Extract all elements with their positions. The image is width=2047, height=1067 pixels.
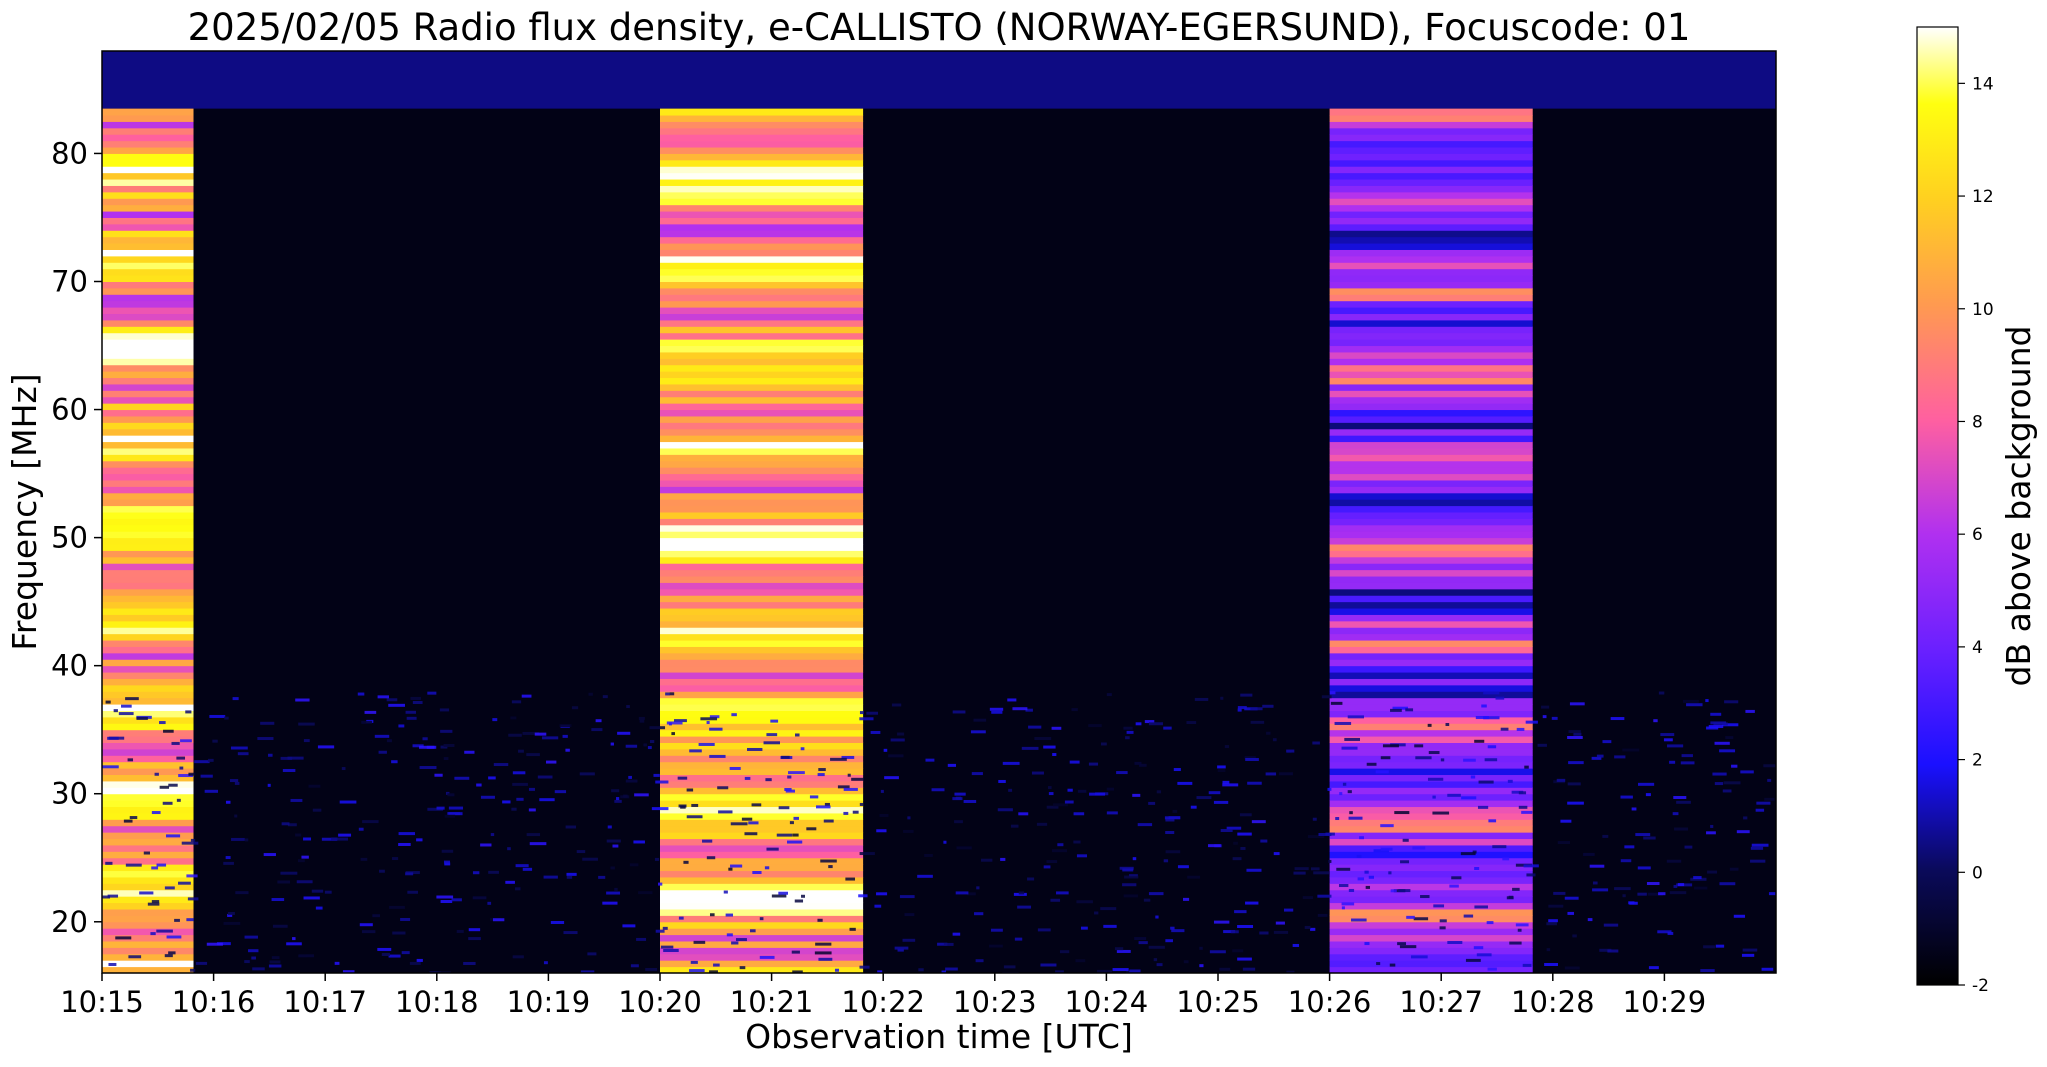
- x-tick-label: 10:15: [60, 985, 144, 1019]
- y-tick-label: 30: [51, 777, 88, 811]
- spectrogram-heatmap: [102, 51, 1776, 973]
- y-tick-label: 80: [51, 136, 88, 170]
- heatmap-band-top: [102, 51, 1776, 109]
- x-tick-label: 10:26: [1288, 985, 1372, 1019]
- x-tick-label: 10:19: [507, 985, 591, 1019]
- x-tick-label: 10:23: [953, 985, 1037, 1019]
- x-axis-label: Observation time [UTC]: [745, 1017, 1133, 1056]
- interference-speckle: [102, 691, 1776, 973]
- x-tick-label: 10:21: [730, 985, 814, 1019]
- colorbar-tick-label: 0: [1972, 863, 1983, 883]
- y-tick-label: 60: [51, 393, 88, 427]
- x-tick-label: 10:18: [395, 985, 479, 1019]
- y-tick-label: 50: [51, 521, 88, 555]
- colorbar-tick-label: 14: [1972, 74, 1994, 94]
- colorbar-tick-label: 8: [1972, 412, 1983, 432]
- x-tick-label: 10:22: [841, 985, 925, 1019]
- y-tick-label: 20: [51, 905, 88, 939]
- x-tick-label: 10:20: [618, 985, 702, 1019]
- y-tick-label: 70: [51, 265, 88, 299]
- plot-frame: [101, 50, 1777, 974]
- y-axis-label: Frequency [MHz]: [5, 373, 44, 650]
- y-tick-label: 40: [51, 649, 88, 683]
- colorbar-tick-label: 12: [1972, 187, 1994, 207]
- calibration-burst: [660, 108, 864, 973]
- x-tick-label: 10:29: [1623, 985, 1707, 1019]
- x-tick-label: 10:16: [172, 985, 256, 1019]
- colorbar-label: dB above background: [1999, 326, 2038, 687]
- colorbar: -2 0 2 4 6 8 10 12 14: [1916, 26, 1994, 996]
- chart-title: 2025/02/05 Radio flux density, e-CALLIST…: [188, 6, 1691, 49]
- x-tick-label: 10:17: [283, 985, 367, 1019]
- calibration-burst: [102, 108, 194, 973]
- colorbar-tick-label: 6: [1972, 525, 1983, 545]
- x-tick-label: 10:28: [1511, 985, 1595, 1019]
- colorbar-tick-label: 10: [1972, 300, 1994, 320]
- colorbar-gradient: [1916, 26, 1959, 986]
- x-axis: 10:15 10:16 10:17 10:18 10:19 10:20 10:21 10:22…: [60, 973, 1706, 1019]
- y-axis: 20 30 40 50 60 70 80: [51, 136, 102, 939]
- colorbar-tick-label: -2: [1972, 976, 1989, 996]
- x-tick-label: 10:24: [1065, 985, 1149, 1019]
- colorbar-tick-label: 4: [1972, 638, 1983, 658]
- x-tick-label: 10:25: [1176, 985, 1260, 1019]
- colorbar-tick-label: 2: [1972, 751, 1983, 771]
- calibration-burst: [1329, 108, 1533, 973]
- x-tick-label: 10:27: [1399, 985, 1483, 1019]
